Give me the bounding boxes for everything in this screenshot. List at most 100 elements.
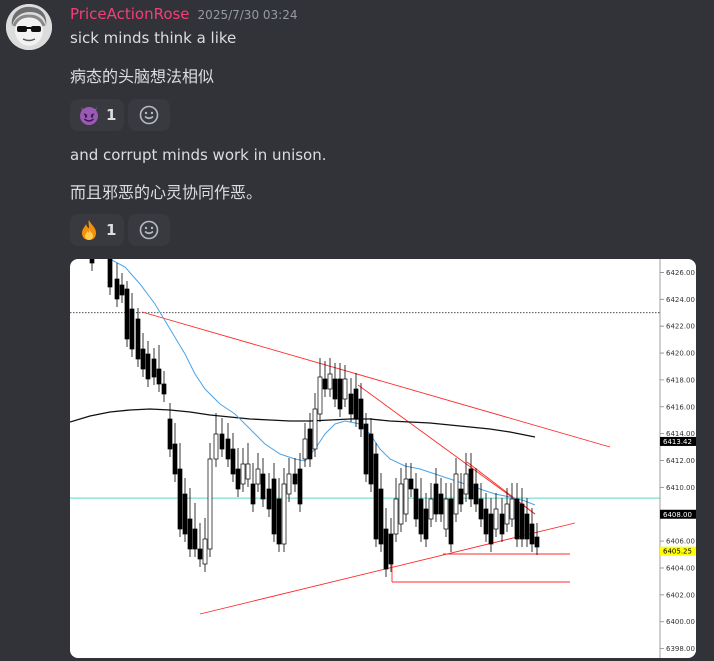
y-tick-label: 6426.00 <box>666 269 695 277</box>
candle-bear <box>499 513 505 535</box>
username[interactable]: PriceActionRose <box>70 5 190 23</box>
candle-bear <box>519 503 525 540</box>
candle-bull <box>509 498 515 520</box>
candle-bear <box>250 483 256 505</box>
candle-bear <box>114 278 120 300</box>
price-chart: 6426.00 6424.00 6422.00 6420.00 6418.00 6416.… <box>70 259 696 658</box>
candle-bull <box>342 378 348 400</box>
candle-bear <box>225 438 231 460</box>
candle-bear <box>182 493 188 535</box>
candle-bear <box>458 488 464 505</box>
candle-bear <box>423 508 429 540</box>
y-tick-label: 6418.00 <box>666 376 695 384</box>
add-reaction-button[interactable] <box>128 214 171 246</box>
candle-bull <box>281 483 287 545</box>
candle-bear <box>124 288 130 340</box>
candle-bear <box>448 498 454 545</box>
add-reaction-button[interactable] <box>128 99 171 131</box>
fast-moving-average <box>109 259 536 506</box>
candle-bear <box>488 513 494 545</box>
candle-bear <box>383 528 389 570</box>
y-tick-label: 6416.00 <box>666 403 695 411</box>
candle-bear <box>534 536 540 548</box>
candle-bear <box>368 433 374 485</box>
candle-bear <box>408 478 414 490</box>
candle-bull <box>428 498 434 520</box>
candle-bull <box>504 503 510 525</box>
candle-bull <box>245 463 251 480</box>
candle-bear <box>260 473 266 500</box>
candle-bear <box>135 318 141 360</box>
candle-bear <box>271 478 277 535</box>
candle-bear <box>373 453 379 540</box>
price-tag <box>660 509 696 519</box>
candle-bear <box>358 398 364 430</box>
avatar[interactable] <box>6 4 52 50</box>
message-line-2: and corrupt minds work in unison. <box>70 146 327 164</box>
reaction-smiling-imp[interactable]: 1 <box>70 99 125 131</box>
chart-image-attachment[interactable]: 6426.00 6424.00 6422.00 6420.00 6418.00 6416.… <box>70 259 696 658</box>
candle-bear <box>292 473 298 485</box>
candlesticks <box>89 259 540 577</box>
candle-bull <box>207 458 213 550</box>
candle-bear <box>230 448 236 475</box>
candle-bull <box>213 433 219 460</box>
candle-bull <box>463 473 469 495</box>
y-tick-label: 6420.00 <box>666 350 695 358</box>
candle-bear <box>151 358 157 378</box>
candle-bear <box>177 468 183 530</box>
candle-bear <box>378 488 384 545</box>
reactions-bar-2: 1 <box>70 214 171 246</box>
message-header: PriceActionRose 2025/7/30 03:24 <box>70 5 297 25</box>
candle-bear <box>413 488 419 520</box>
candle-bear <box>140 348 146 370</box>
reaction-count: 1 <box>106 221 117 239</box>
candle-bear <box>438 493 444 515</box>
add-reaction-icon <box>140 220 159 240</box>
slow-moving-average <box>70 408 536 438</box>
reaction-fire[interactable]: 1 <box>70 214 125 246</box>
message-line-1-translation: 病态的头脑想法相似 <box>70 67 215 86</box>
candle-bear <box>297 468 303 505</box>
candle-bull <box>403 478 409 515</box>
candle-bear <box>172 443 178 475</box>
candle-bear <box>322 378 328 390</box>
candle-bear <box>307 428 313 460</box>
y-tick-label: 6406.00 <box>666 538 695 546</box>
candle-bear <box>473 483 479 505</box>
price-tag-label: 6405.25 <box>663 548 692 556</box>
candle-bear <box>129 308 135 350</box>
y-tick-label: 6412.00 <box>666 457 695 465</box>
candle-bear <box>363 423 369 475</box>
candle-bull <box>255 468 261 485</box>
candle-bear <box>468 468 474 500</box>
candle-bear <box>418 498 424 535</box>
reactions-bar-1: 1 <box>70 99 171 131</box>
candle-bear <box>433 483 439 515</box>
smiling-imp-icon <box>80 107 98 125</box>
candle-bear <box>161 383 167 395</box>
price-tag <box>660 436 696 446</box>
price-tag-label: 6413.42 <box>663 438 692 446</box>
timestamp: 2025/7/30 03:24 <box>197 8 298 22</box>
candle-bear <box>529 523 535 545</box>
candle-bull <box>240 463 246 485</box>
candle-bear <box>332 378 338 400</box>
message-line-1: sick minds think a like <box>70 29 237 47</box>
candle-bear <box>483 508 489 535</box>
price-axis: 6426.00 6424.00 6422.00 6420.00 6418.00 6416.… <box>660 269 695 653</box>
candle-bear <box>235 468 241 490</box>
candle-bear <box>514 498 520 540</box>
candle-bear <box>156 368 162 385</box>
candle-bull <box>398 483 404 525</box>
candle-bull <box>312 408 318 450</box>
candle-bear <box>119 284 125 296</box>
candle-bear <box>192 528 198 550</box>
trendline-inner-upper <box>357 384 536 515</box>
candle-bear <box>337 378 343 410</box>
y-tick-label: 6398.00 <box>666 645 695 653</box>
y-tick-label: 6424.00 <box>666 296 695 304</box>
candle-bear <box>107 259 113 288</box>
candle-bull <box>302 438 308 460</box>
fire-icon <box>82 220 96 240</box>
